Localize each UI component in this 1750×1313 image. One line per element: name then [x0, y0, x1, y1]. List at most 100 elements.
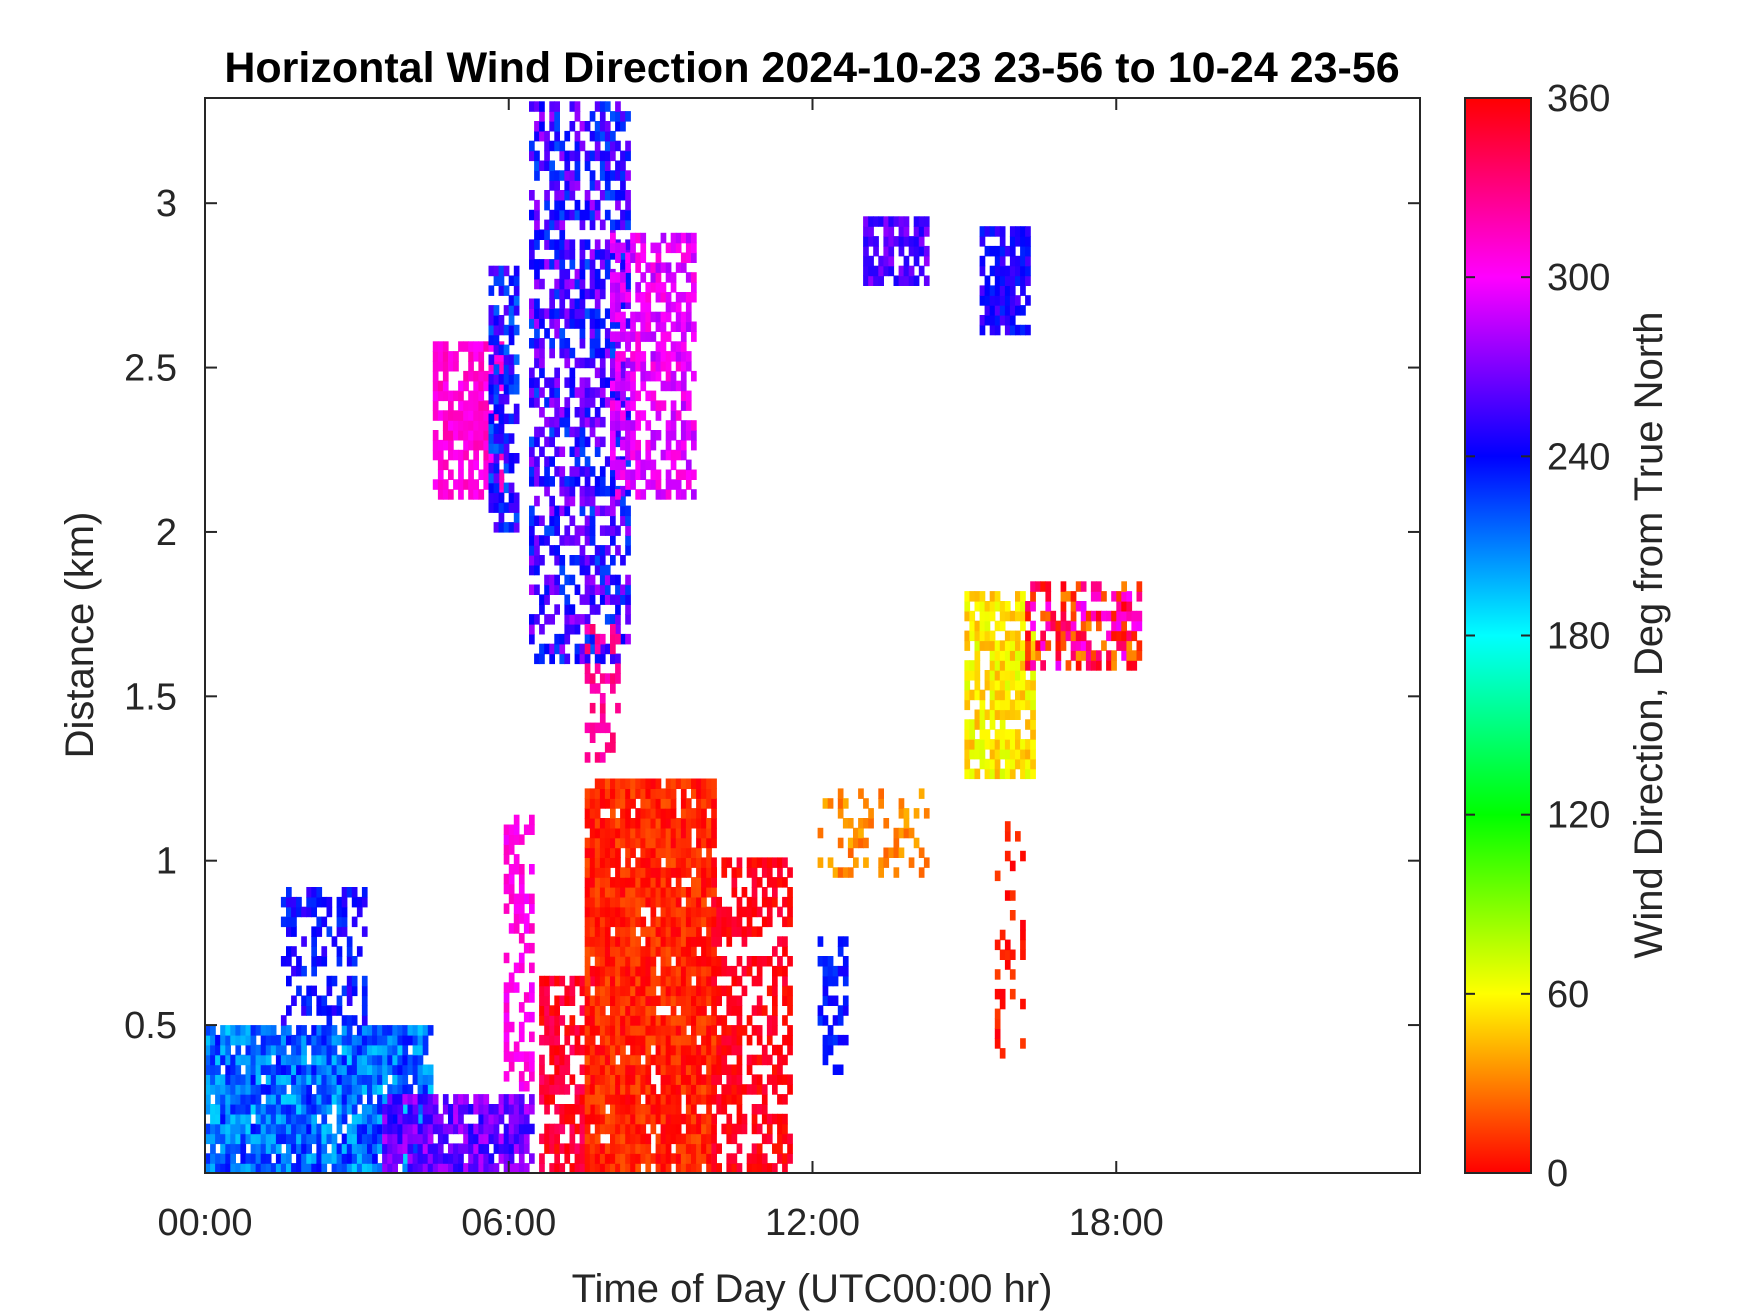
heatmap-cell: [696, 1084, 702, 1095]
heatmap-cell: [529, 992, 535, 1003]
heatmap-cell: [210, 1084, 216, 1095]
heatmap-cell: [599, 545, 606, 556]
heatmap-cell: [569, 995, 576, 1006]
heatmap-cell: [655, 430, 662, 441]
heatmap-cell: [665, 1163, 672, 1173]
heatmap-cell: [589, 180, 596, 191]
heatmap-cell: [685, 321, 692, 332]
heatmap-cell: [275, 1064, 282, 1075]
heatmap-cell: [549, 1074, 555, 1085]
heatmap-cell: [610, 1143, 616, 1154]
heatmap-cell: [463, 1133, 469, 1145]
heatmap-cell: [534, 150, 540, 162]
heatmap-cell: [635, 857, 641, 868]
heatmap-cell: [858, 827, 864, 839]
heatmap-cell: [321, 995, 328, 1006]
heatmap-cell: [508, 364, 515, 375]
heatmap-cell: [610, 505, 616, 517]
heatmap-cell: [822, 1034, 829, 1046]
heatmap-cell: [610, 1133, 616, 1145]
heatmap-cell: [696, 1133, 702, 1145]
heatmap-cell: [523, 1011, 530, 1023]
heatmap-cell: [741, 936, 748, 947]
heatmap-cell: [610, 495, 616, 507]
heatmap-cell: [544, 239, 550, 250]
heatmap-cell: [523, 1133, 530, 1145]
heatmap-cell: [584, 308, 591, 319]
heatmap-cell: [326, 1153, 333, 1164]
heatmap-cell: [827, 975, 834, 987]
heatmap-cell: [569, 249, 576, 260]
heatmap-cell: [1116, 601, 1122, 612]
heatmap-cell: [650, 479, 657, 490]
heatmap-cell: [544, 436, 550, 448]
heatmap-cell: [660, 1044, 667, 1056]
heatmap-cell: [306, 1064, 312, 1075]
heatmap-cell: [736, 1005, 743, 1016]
heatmap-cell: [534, 436, 540, 448]
heatmap-cell: [301, 1005, 307, 1016]
heatmap-cell: [483, 1133, 490, 1145]
heatmap-cell: [392, 1153, 398, 1164]
heatmap-cell: [397, 1064, 404, 1075]
heatmap-cell: [989, 748, 996, 760]
heatmap-cell: [599, 867, 606, 878]
heatmap-cell: [782, 1015, 788, 1026]
heatmap-cell: [989, 265, 996, 277]
heatmap-cell: [655, 1133, 662, 1145]
heatmap-cell: [640, 370, 647, 382]
heatmap-cell: [625, 887, 631, 898]
heatmap-cell: [493, 462, 500, 474]
heatmap-cell: [549, 160, 555, 171]
heatmap-cell: [382, 1025, 388, 1036]
heatmap-cell: [696, 1005, 702, 1016]
heatmap-cell: [255, 1094, 262, 1105]
heatmap-cell: [1009, 295, 1016, 306]
heatmap-cell: [341, 1133, 348, 1145]
heatmap-cell: [422, 1044, 429, 1056]
heatmap-cell: [554, 308, 560, 319]
heatmap-cell: [1015, 699, 1021, 711]
heatmap-cell: [640, 1113, 647, 1125]
heatmap-cell: [594, 180, 601, 191]
heatmap-cell: [756, 1084, 763, 1095]
heatmap-cell: [989, 226, 996, 237]
heatmap-cell: [458, 1113, 464, 1125]
heatmap-cell: [1004, 831, 1011, 842]
heatmap-cell: [650, 331, 657, 342]
heatmap-cell: [670, 1054, 677, 1066]
heatmap-cell: [701, 995, 707, 1006]
heatmap-cell: [711, 827, 717, 839]
heatmap-cell: [761, 956, 768, 967]
colorbar-tick-label: 120: [1547, 795, 1610, 837]
heatmap-cell: [630, 827, 636, 839]
heatmap-cell: [625, 469, 631, 480]
heatmap-cell: [589, 877, 596, 888]
heatmap-cell: [913, 245, 920, 257]
heatmap-cell: [670, 232, 677, 244]
heatmap-cell: [574, 1025, 581, 1036]
heatmap-cell: [311, 956, 317, 967]
heatmap-cell: [650, 1113, 657, 1125]
heatmap-cell: [665, 887, 672, 898]
heatmap-cell: [412, 1025, 419, 1036]
heatmap-cell: [736, 956, 743, 967]
heatmap-cell: [610, 1034, 616, 1046]
heatmap-cell: [382, 1104, 388, 1115]
heatmap-cell: [842, 995, 849, 1006]
heatmap-cell: [685, 252, 692, 263]
heatmap-cell: [680, 1025, 687, 1036]
heatmap-cell: [296, 896, 302, 908]
heatmap-cell: [579, 1163, 586, 1173]
heatmap-cell: [660, 906, 667, 918]
heatmap-cell: [473, 489, 479, 500]
heatmap-cell: [377, 1074, 383, 1085]
heatmap-cell: [691, 1113, 697, 1125]
heatmap-cell: [1035, 581, 1041, 592]
heatmap-cell: [620, 331, 626, 342]
heatmap-cell: [777, 1143, 783, 1154]
heatmap-cell: [518, 1002, 525, 1013]
heatmap-cell: [604, 778, 611, 789]
heatmap-cell: [1025, 640, 1031, 651]
heatmap-cell: [736, 1123, 743, 1135]
